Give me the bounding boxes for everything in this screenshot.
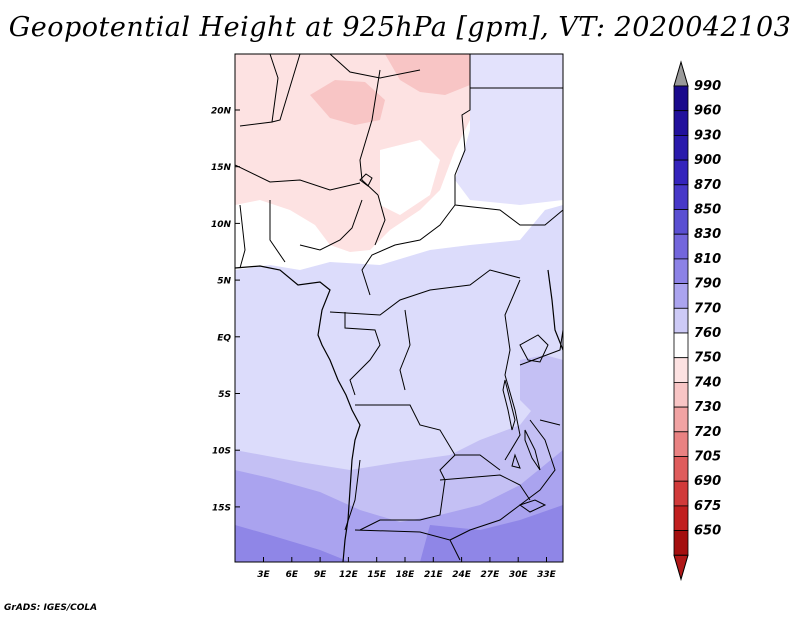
lon-label: 30E [509, 570, 529, 580]
legend-swatch [673, 332, 689, 359]
lon-label: 3E [257, 570, 270, 580]
lat-label: EQ [217, 333, 231, 343]
legend-swatch [673, 209, 689, 235]
legend-swatch [673, 134, 689, 161]
legend-bottom-arrow [673, 554, 689, 582]
legend-swatch [673, 159, 689, 186]
lon-label: 24E [452, 570, 472, 580]
legend-top-arrow [673, 60, 689, 87]
legend-label: 650 [694, 524, 721, 539]
legend-swatch [673, 85, 689, 112]
legend-swatch [673, 431, 689, 457]
field-770-790 [455, 54, 563, 205]
color-legend: 990 960 930 900 870 850 830 810 790 770 760 750 740 7… [673, 60, 721, 582]
legend-label: 705 [694, 450, 721, 465]
height-field [235, 54, 563, 562]
legend-label: 830 [694, 227, 721, 242]
lon-label: 18E [396, 570, 416, 580]
field-830-850 [420, 505, 563, 562]
country-boundaries [235, 54, 563, 561]
credit-text: GrADS: IGES/COLA [4, 603, 98, 613]
legend-swatch [673, 406, 689, 433]
lon-label: 33E [537, 570, 557, 580]
lon-label: 9E [314, 570, 327, 580]
legend-label: 770 [694, 301, 721, 316]
field-740-750 [385, 54, 470, 95]
legend-label: 990 [694, 79, 721, 94]
legend-swatch [673, 381, 689, 408]
legend-swatch [673, 456, 689, 482]
field-790-810 [520, 355, 563, 420]
lon-label: 6E [286, 570, 299, 580]
map-frame [234, 53, 564, 563]
legend-swatch [673, 357, 689, 383]
legend-swatch [673, 283, 689, 309]
lon-label: 15E [367, 570, 387, 580]
legend-label: 960 [694, 104, 721, 119]
legend-label: 810 [694, 252, 721, 267]
legend-swatch [673, 505, 689, 531]
chart-title: Geopotential Height at 925hPa [gpm], VT:… [8, 12, 792, 43]
legend-label: 675 [694, 499, 721, 514]
legend-swatch [673, 258, 689, 284]
lat-label: 20N [211, 107, 232, 117]
legend-label: 870 [694, 178, 721, 193]
legend-label: 850 [694, 203, 721, 218]
legend-swatch [673, 184, 689, 210]
field-830-850 [235, 525, 350, 562]
latitude-axis: 20N 15N 10N 5N EQ 5S 10S 15S [211, 107, 240, 513]
legend-label: 740 [694, 375, 721, 390]
lakes [359, 173, 549, 513]
lat-label: 15S [212, 503, 231, 513]
legend-label: 730 [694, 400, 721, 415]
legend-label: 790 [694, 277, 721, 292]
legend-label: 930 [694, 128, 721, 143]
lat-label: 15N [211, 163, 232, 173]
legend-swatch [673, 233, 689, 260]
lon-label: 12E [339, 570, 359, 580]
lon-label: 27E [481, 570, 501, 580]
lat-label: 10S [212, 447, 231, 457]
legend-label: 900 [694, 153, 721, 168]
legend-swatch [673, 110, 689, 136]
legend-label: 750 [694, 351, 721, 366]
lat-label: 5N [217, 277, 231, 287]
legend-label: 690 [694, 474, 721, 489]
lat-label: 5S [218, 390, 231, 400]
field-760-770 [380, 140, 440, 215]
legend-label: 760 [694, 326, 721, 341]
lon-label: 21E [424, 570, 444, 580]
legend-swatch [673, 530, 689, 556]
legend-label: 720 [694, 425, 721, 440]
field-740-750 [310, 80, 385, 125]
coastline [235, 265, 563, 562]
longitude-axis: 3E 6E 9E 12E 15E 18E 21E 24E 27E 30E 33E [257, 557, 557, 580]
legend-swatch [673, 480, 689, 507]
lat-label: 10N [211, 220, 232, 230]
legend-swatch [673, 307, 689, 334]
